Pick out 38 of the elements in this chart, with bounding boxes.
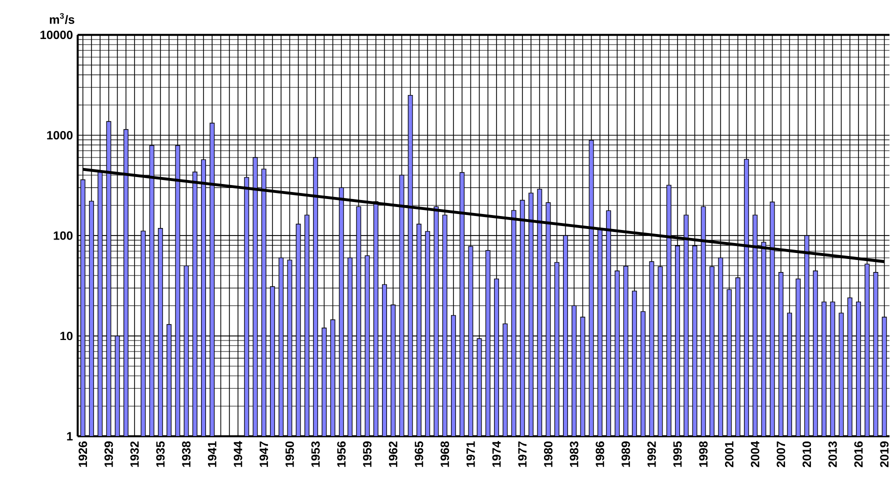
x-tick-label: 1947 [260,441,268,467]
x-tick-label: 1980 [544,441,552,467]
y-tick-label: 1000 [47,130,73,140]
x-tick-label: 1977 [518,441,527,467]
x-tick-label: 1971 [466,441,475,467]
y-tick-label: 100 [54,231,73,240]
x-tick-label: 1944 [234,441,242,467]
x-tick-label: 1974 [492,441,501,467]
x-tick-label: 1950 [285,441,294,467]
x-tick-label: 2019 [880,441,889,468]
x-tick-label: 1995 [673,441,682,467]
x-tick-label: 1935 [156,441,165,467]
x-tick-label: 1953 [311,441,320,467]
y-tick-label: 1 [67,432,73,440]
y-tick-label: 10 [60,332,73,340]
y-tick-label: 10000 [40,30,73,40]
x-tick-label: 2001 [724,441,734,468]
x-tick-label: 1962 [388,441,398,467]
x-tick-label: 1929 [104,441,113,467]
x-tick-label: 2007 [776,441,786,468]
x-tick-label: 1959 [363,441,372,467]
x-tick-label: 1932 [130,441,139,467]
x-tick-label: 2016 [854,441,863,468]
x-tick-label: 2004 [750,441,760,468]
x-tick-label: 1938 [182,441,191,467]
x-tick-label: 2013 [828,441,837,468]
x-tick-label: 1998 [699,441,708,467]
x-tick-label: 1956 [337,441,346,467]
x-tick-label: 1965 [414,441,424,467]
y-axis-title: m$^{3}$/s [50,13,74,24]
x-tick-label: 1941 [208,441,216,467]
x-tick-label: 1986 [596,441,604,467]
x-tick-label: 2010 [802,441,812,468]
x-tick-label: 1926 [78,441,88,467]
x-tick-label: 1992 [647,441,656,467]
x-tick-label: 1983 [570,441,578,467]
x-tick-label: 1989 [622,441,630,467]
x-tick-label: 1968 [440,441,450,467]
